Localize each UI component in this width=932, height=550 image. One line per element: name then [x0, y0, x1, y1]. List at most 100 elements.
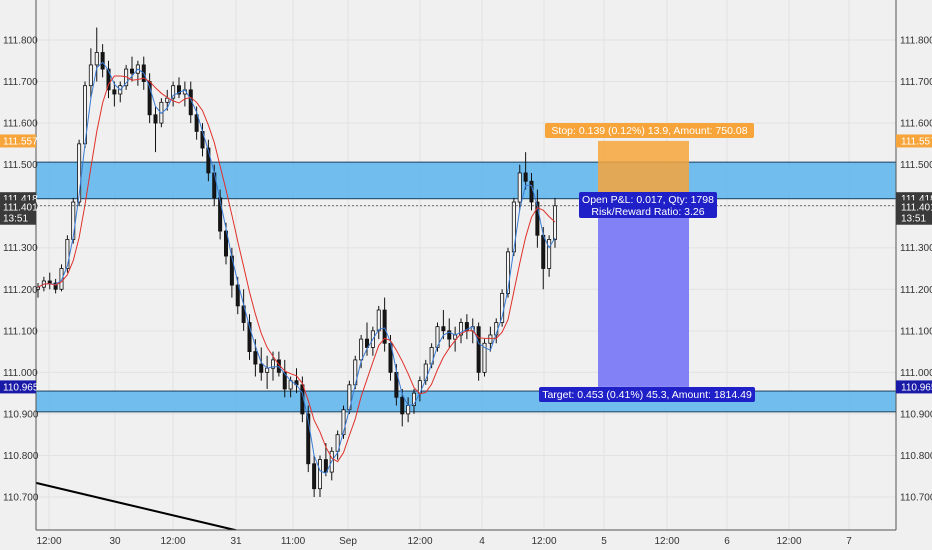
bottom-axis-panel — [36, 530, 896, 550]
candle-body — [323, 459, 328, 473]
price-tag-right — [896, 380, 932, 394]
candle-body — [223, 230, 228, 257]
moving-average-slow — [37, 75, 556, 463]
candle-body — [553, 205, 558, 240]
candle-body — [247, 322, 252, 352]
price-tag-right — [896, 200, 932, 214]
x-tick-label: 12:00 — [160, 536, 185, 547]
price-tag-left-text: 110.965 — [3, 382, 39, 393]
stop-label-text: Stop: 0.139 (0.12%) 13.9, Amount: 750.08 — [551, 125, 747, 137]
candle-body — [535, 201, 540, 236]
candle-body — [71, 201, 76, 240]
candle-body — [341, 409, 346, 436]
y-tick-label-left: 111.500 — [3, 160, 38, 171]
candle-body — [523, 172, 528, 182]
y-tick-label-left: 111.700 — [3, 77, 38, 88]
x-tick-label: 12:00 — [36, 536, 61, 547]
candle-body — [447, 330, 452, 340]
candle-body — [106, 68, 111, 91]
price-tag-left-text: 111.418 — [3, 194, 38, 205]
x-tick-label: 5 — [601, 536, 607, 547]
candle-body — [270, 359, 275, 369]
candle-body — [94, 52, 99, 66]
y-tick-label-right: 111.800 — [900, 36, 932, 47]
candle-body — [411, 392, 416, 406]
candle-body — [359, 338, 364, 361]
candle-body — [153, 114, 158, 124]
candle-body — [59, 268, 64, 290]
x-tick-label: 31 — [230, 536, 242, 547]
candle-body — [282, 371, 287, 390]
price-tag-left-text: 111.401 — [3, 202, 38, 213]
short-position-tool[interactable] — [598, 140, 689, 387]
candle-body — [541, 234, 546, 269]
x-tick-label: 7 — [846, 536, 852, 547]
candle-body — [53, 282, 58, 290]
x-tick-label: 11:00 — [281, 536, 306, 547]
y-tick-label-right: 111.700 — [900, 77, 932, 88]
pnl-label-text: Open P&L: 0.017, Qty: 1798 — [582, 194, 714, 206]
y-tick-label-right: 111.500 — [900, 160, 932, 171]
y-tick-label-right: 110.700 — [900, 493, 932, 504]
x-tick-label: 12:00 — [531, 536, 556, 547]
profit-target-area — [598, 205, 689, 387]
stop-loss-area — [598, 140, 689, 199]
candle-body — [259, 363, 264, 373]
y-tick-label-left: 111.200 — [3, 285, 38, 296]
y-tick-label-right: 111.100 — [900, 326, 932, 337]
target-label — [539, 387, 755, 402]
price-tag-left — [0, 211, 36, 225]
price-tag-left — [0, 200, 36, 214]
candle-body — [88, 64, 93, 87]
y-tick-label-left: 110.800 — [3, 451, 39, 462]
y-tick-label-right: 111.200 — [900, 285, 932, 296]
x-tick-label: 4 — [479, 536, 485, 547]
price-zone-1 — [35, 390, 897, 413]
y-tick-label-right: 110.800 — [900, 451, 932, 462]
candle-body — [382, 309, 387, 344]
y-tick-label-right: 111.300 — [900, 243, 932, 254]
candle-body — [317, 459, 322, 490]
position-labels: Stop: 0.139 (0.12%) 13.9, Amount: 750.08… — [539, 123, 755, 402]
candle-body — [364, 338, 369, 348]
price-tag-right-text: 111.418 — [901, 194, 932, 205]
candle-body — [312, 463, 317, 490]
y-tick-label-left: 111.300 — [3, 243, 38, 254]
x-tick-label: Sep — [339, 536, 357, 547]
candle-body — [265, 367, 270, 373]
price-tag-left-text: 13:51 — [3, 214, 28, 225]
price-tag-left — [0, 134, 36, 148]
price-zone-0 — [35, 161, 897, 200]
candle-body — [406, 405, 411, 415]
y-tick-label-left: 110.700 — [3, 493, 39, 504]
candle-body — [400, 396, 405, 415]
candle-body — [77, 143, 82, 203]
x-tick-label: 12:00 — [407, 536, 432, 547]
x-tick-label: 6 — [724, 536, 730, 547]
candle-body — [306, 413, 311, 465]
candle-body — [112, 89, 117, 95]
price-tag-right — [896, 134, 932, 148]
y-tick-label-left: 111.100 — [3, 326, 38, 337]
price-tag-left-text: 111.557 — [3, 136, 38, 147]
left-axis-panel — [0, 0, 36, 550]
candle-body — [376, 309, 381, 332]
candle-body — [206, 147, 211, 174]
candle-body — [129, 68, 134, 74]
price-tag-right-text: 13:51 — [901, 214, 926, 225]
pnl-label — [579, 192, 717, 218]
y-tick-label-left: 111.800 — [3, 36, 38, 47]
candle-body — [235, 284, 240, 307]
y-tick-label-right: 111.000 — [900, 368, 932, 379]
candle-body — [171, 85, 176, 99]
y-tick-label-left: 111.600 — [3, 119, 38, 130]
candle-body — [176, 85, 181, 95]
candle-body — [482, 342, 487, 373]
candle-body — [218, 197, 223, 232]
stop-label — [545, 123, 754, 138]
candle-body — [529, 180, 534, 203]
y-tick-label-right: 111.600 — [900, 119, 932, 130]
y-tick-label-right: 110.900 — [900, 409, 932, 420]
candle-body — [100, 52, 105, 70]
